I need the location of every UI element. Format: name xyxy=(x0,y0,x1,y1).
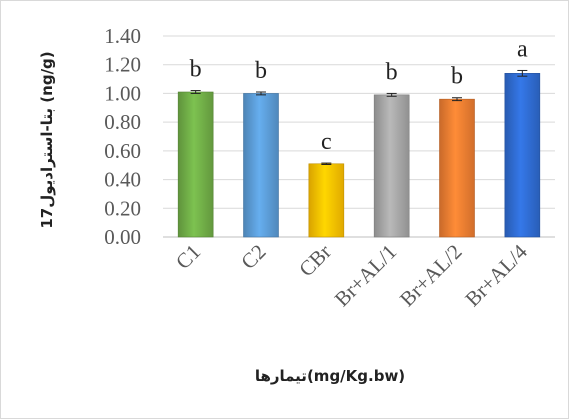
x-tick-label: Br+AL/4 xyxy=(460,239,532,311)
y-tick-label: 0.60 xyxy=(104,139,141,163)
bar-cbr xyxy=(308,163,345,238)
bar-c2 xyxy=(243,93,279,238)
significance-label: b xyxy=(451,64,463,90)
y-tick-label: 0.00 xyxy=(104,225,141,249)
significance-label: b xyxy=(255,58,267,84)
error-bar xyxy=(517,69,528,77)
error-bar xyxy=(321,162,332,165)
error-bars xyxy=(190,69,528,165)
gridlines xyxy=(163,35,555,238)
bar-br-al-4 xyxy=(504,73,541,238)
y-tick-label: 1.00 xyxy=(104,81,141,105)
significance-label: c xyxy=(321,129,332,155)
y-tick-label: 0.40 xyxy=(104,168,141,192)
y-tick-label: 0.80 xyxy=(104,110,141,134)
y-tick-label: 1.20 xyxy=(104,53,141,77)
significance-label: a xyxy=(517,36,528,62)
error-bar xyxy=(386,92,397,97)
bar-br-al-2 xyxy=(439,98,475,238)
x-tick-label: C1 xyxy=(171,240,205,274)
significance-labels: b b c b b a xyxy=(190,36,528,155)
bar-c1 xyxy=(177,91,214,238)
x-tick-label: Br+AL/1 xyxy=(330,240,402,312)
error-bar xyxy=(190,90,201,94)
error-bar xyxy=(452,97,462,102)
x-axis-title: تیمارها(mg/Kg.bw) xyxy=(255,367,405,385)
y-tick-label: 0.20 xyxy=(104,196,141,220)
x-tick-label: CBr xyxy=(294,240,336,282)
error-bar xyxy=(256,91,266,96)
y-axis-title: 17بتا-استرادیول (ng/g) xyxy=(38,51,56,228)
y-tick-labels: 0.00 0.20 0.40 0.60 0.80 1.00 1.20 1.40 xyxy=(104,24,141,249)
bar-br-al-1 xyxy=(373,94,410,238)
x-tick-label: C2 xyxy=(236,240,270,274)
y-tick-label: 1.40 xyxy=(104,24,141,48)
bars xyxy=(177,73,541,238)
significance-label: b xyxy=(386,59,398,85)
significance-label: b xyxy=(190,57,202,83)
x-tick-label: Br+AL/2 xyxy=(395,240,467,312)
